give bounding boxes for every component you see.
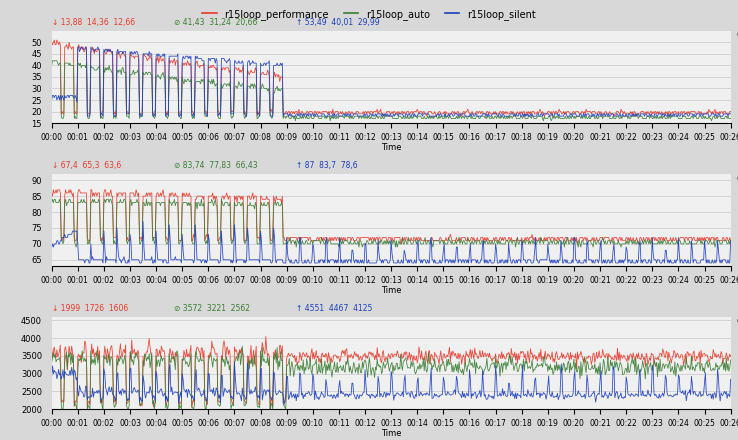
Text: ↑ 87  83,7  78,6: ↑ 87 83,7 78,6 bbox=[296, 161, 358, 170]
Text: ↓ 13,88  14,36  12,66: ↓ 13,88 14,36 12,66 bbox=[52, 18, 135, 27]
Text: ⊘ 83,74  77,83  66,43: ⊘ 83,74 77,83 66,43 bbox=[174, 161, 258, 170]
Text: ⊘ 41,43  31,24  20,66: ⊘ 41,43 31,24 20,66 bbox=[174, 18, 258, 27]
Legend: r15loop_performance, r15loop_auto, r15loop_silent: r15loop_performance, r15loop_auto, r15lo… bbox=[199, 5, 539, 24]
Text: ↓ 67,4  65,3  63,6: ↓ 67,4 65,3 63,6 bbox=[52, 161, 121, 170]
X-axis label: Time: Time bbox=[381, 286, 401, 295]
Text: ⊘ 3572  3221  2562: ⊘ 3572 3221 2562 bbox=[174, 304, 250, 313]
X-axis label: Time: Time bbox=[381, 429, 401, 438]
Text: ↑ 53,49  40,01  29,99: ↑ 53,49 40,01 29,99 bbox=[296, 18, 380, 27]
X-axis label: Time: Time bbox=[381, 143, 401, 152]
Text: ↓ 1999  1726  1606: ↓ 1999 1726 1606 bbox=[52, 304, 128, 313]
Text: ↑ 4551  4467  4125: ↑ 4551 4467 4125 bbox=[296, 304, 373, 313]
